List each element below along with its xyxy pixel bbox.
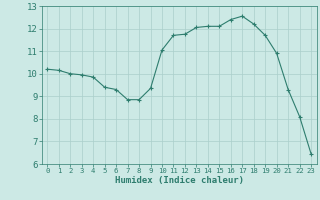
X-axis label: Humidex (Indice chaleur): Humidex (Indice chaleur): [115, 176, 244, 185]
